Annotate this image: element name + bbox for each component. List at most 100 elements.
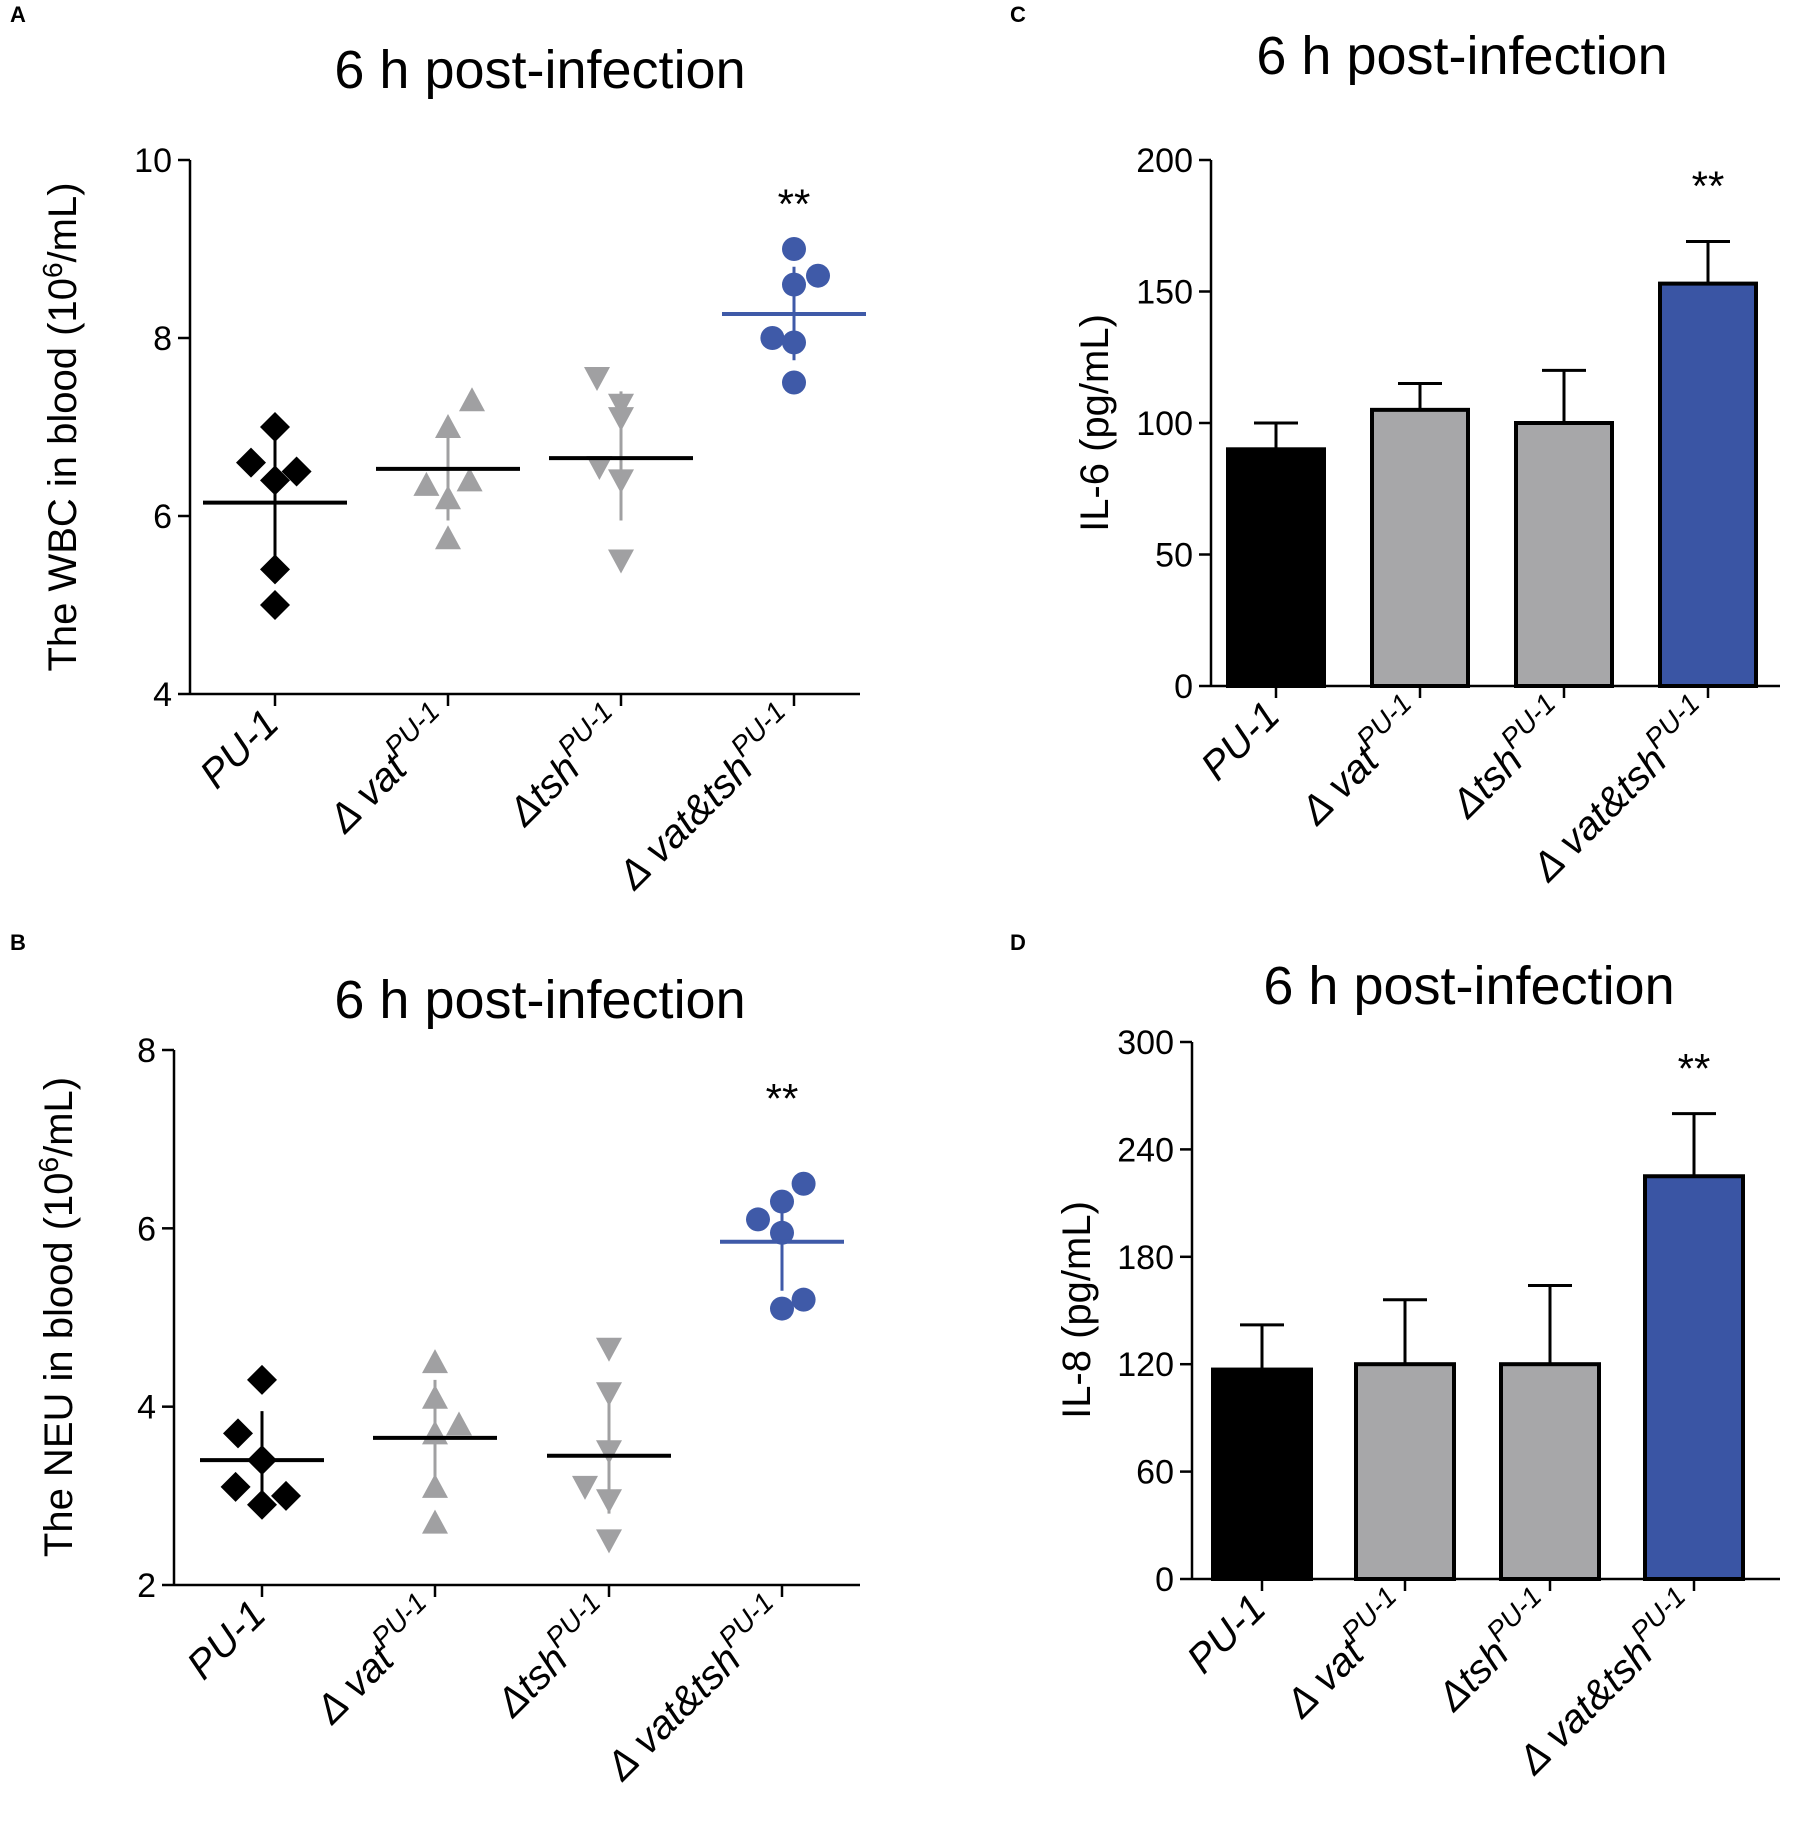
y-tick-label: 200 <box>1136 142 1193 180</box>
category-name: PU-1 <box>192 701 288 797</box>
chart-title: 6 h post-infection <box>334 40 745 100</box>
y-tick-label: 8 <box>153 320 172 358</box>
y-tick-label: 6 <box>153 498 172 536</box>
category-label: PU-1 <box>1193 693 1289 789</box>
data-point <box>782 330 806 355</box>
panel-letter: C <box>1010 2 1026 27</box>
data-point <box>596 1489 622 1514</box>
data-point <box>236 447 266 478</box>
y-tick-label: 4 <box>137 1389 156 1427</box>
chart-panel-b: B 6 h post-infection 2 4 6 8 PU-1 Δ vatPU-1 Δtsh… <box>10 930 860 1789</box>
bar <box>1211 1367 1313 1581</box>
category-label: Δ vat&tshPU-1 <box>592 1587 795 1790</box>
data-point <box>782 370 806 395</box>
category-label: PU-1 <box>192 701 288 797</box>
category-label: Δ vatPU-1 <box>314 696 460 842</box>
y-tick-label: 60 <box>1136 1454 1174 1492</box>
category-label: ΔtshPU-1 <box>482 1587 621 1726</box>
panel-letter: A <box>10 2 26 27</box>
series-1 <box>376 387 520 550</box>
y-tick-label: 6 <box>137 1210 156 1248</box>
data-point <box>446 1411 472 1436</box>
y-axis-label: The WBC in blood (106/mL) <box>37 182 85 671</box>
series-1 <box>373 1349 497 1534</box>
y-tick-label: 180 <box>1117 1239 1174 1277</box>
data-point <box>608 549 634 574</box>
data-point <box>260 465 290 496</box>
chart-title: 6 h post-infection <box>1263 956 1674 1016</box>
panel-letter: B <box>10 930 26 955</box>
y-axis-label: IL-8 (pg/mL) <box>1055 1201 1099 1419</box>
series-0 <box>203 412 347 620</box>
chart-title: 6 h post-infection <box>334 970 745 1030</box>
data-point <box>770 1220 794 1245</box>
panel-letter: D <box>1010 930 1026 955</box>
data-point <box>281 456 312 487</box>
data-point <box>596 1337 622 1362</box>
data-point <box>422 1420 448 1445</box>
bar <box>1354 1362 1456 1581</box>
data-point <box>260 590 290 620</box>
data-point <box>422 1473 448 1498</box>
significance-stars: ** <box>1678 1045 1711 1092</box>
y-tick-label: 10 <box>134 142 172 180</box>
bar <box>1658 281 1758 688</box>
data-point <box>422 1384 448 1409</box>
data-point <box>271 1480 301 1511</box>
category-name: PU-1 <box>1179 1586 1275 1682</box>
data-point <box>422 1509 448 1534</box>
category-name: PU-1 <box>179 1592 275 1688</box>
category-name: Δ vat&tsh <box>597 1637 749 1789</box>
category-name: Δ vat&tsh <box>609 746 761 898</box>
series-2 <box>547 1337 671 1554</box>
data-point <box>608 393 634 418</box>
data-point <box>435 485 461 510</box>
data-point <box>806 263 830 288</box>
data-point <box>247 1364 277 1395</box>
category-label: Δ vatPU-1 <box>1286 688 1432 834</box>
series-3 <box>722 237 866 395</box>
category-name: PU-1 <box>1193 693 1289 789</box>
category-name: Δ vat&tsh <box>1509 1631 1661 1783</box>
data-point <box>572 1475 598 1500</box>
data-point <box>260 554 290 585</box>
chart-title: 6 h post-infection <box>1256 26 1667 86</box>
significance-stars: ** <box>1692 162 1725 209</box>
data-point <box>596 1440 622 1465</box>
data-point <box>220 1471 251 1502</box>
chart-panel-a: A 6 h post-infection 4 6 8 10 PU-1 Δ vatPU-1Δts… <box>10 2 866 898</box>
y-tick-label: 120 <box>1117 1346 1174 1384</box>
series-0 <box>200 1364 324 1520</box>
category-label: Δ vatPU-1 <box>1271 1581 1417 1727</box>
category-label: PU-1 <box>179 1592 275 1688</box>
category-label: Δ vat&tshPU-1 <box>604 696 807 899</box>
y-tick-label: 8 <box>137 1032 156 1070</box>
y-axis-label: IL-6 (pg/mL) <box>1073 314 1117 532</box>
data-point <box>791 1287 816 1312</box>
data-point <box>596 1382 622 1407</box>
data-point <box>608 407 634 432</box>
data-point <box>760 326 785 350</box>
y-tick-label: 50 <box>1155 537 1193 575</box>
category-label: ΔtshPU-1 <box>494 696 633 835</box>
y-tick-label: 4 <box>153 676 172 714</box>
y-tick-label: 2 <box>137 1567 156 1605</box>
data-point <box>247 1489 277 1520</box>
data-point <box>435 525 461 550</box>
data-point <box>608 469 634 494</box>
data-point <box>770 1296 794 1321</box>
y-tick-label: 300 <box>1117 1024 1174 1062</box>
data-point <box>782 272 806 297</box>
bar <box>1499 1362 1601 1581</box>
data-point <box>791 1171 816 1196</box>
bar <box>1370 407 1470 688</box>
category-label: PU-1 <box>1179 1586 1275 1682</box>
category-label: ΔtshPU-1 <box>1423 1581 1562 1720</box>
y-axis-label: The NEU in blood (106/mL) <box>33 1077 81 1557</box>
y-tick-label: 0 <box>1174 668 1193 706</box>
series-3 <box>720 1171 844 1321</box>
data-point <box>586 456 613 481</box>
y-tick-label: 150 <box>1136 274 1193 312</box>
